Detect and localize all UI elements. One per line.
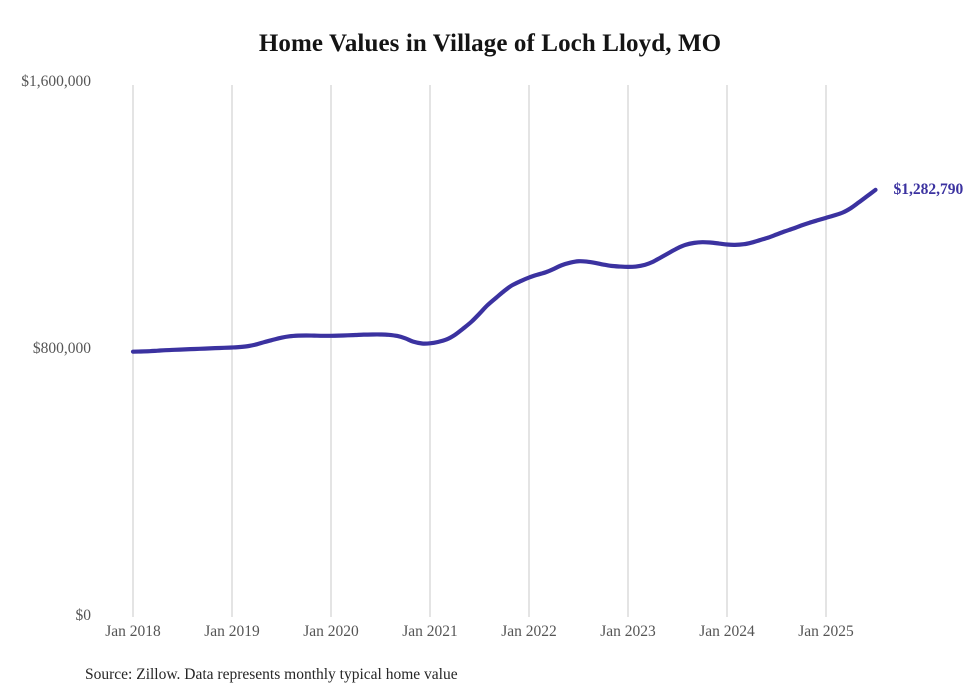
x-tick-label-6: Jan 2024 bbox=[699, 623, 755, 640]
y-tick-label-0: $1,600,000 bbox=[21, 73, 91, 90]
series-line-0 bbox=[130, 187, 878, 354]
x-tick-label-4: Jan 2022 bbox=[501, 623, 557, 640]
x-tick-label-2: Jan 2020 bbox=[303, 623, 359, 640]
x-tick-label-1: Jan 2019 bbox=[204, 623, 260, 640]
x-tick-label-0: Jan 2018 bbox=[105, 623, 161, 640]
y-tick-label-2: $0 bbox=[75, 607, 92, 624]
chart-title: Home Values in Village of Loch Lloyd, MO bbox=[258, 30, 722, 57]
x-tick-label-3: Jan 2021 bbox=[402, 623, 458, 640]
source-note: Source: Zillow. Data represents monthly … bbox=[85, 666, 458, 683]
x-gridlines bbox=[132, 85, 827, 617]
y-tick-label-1: $800,000 bbox=[32, 340, 91, 357]
x-tick-label-7: Jan 2025 bbox=[798, 623, 854, 640]
end-value-annotation: $1,282,790 bbox=[893, 180, 964, 198]
series-group bbox=[130, 187, 878, 354]
x-tick-label-5: Jan 2023 bbox=[600, 623, 656, 640]
